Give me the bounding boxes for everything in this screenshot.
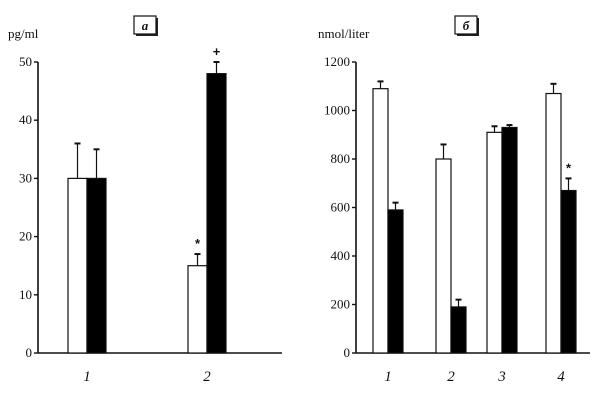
- y-tick-label: 20: [19, 229, 32, 244]
- bar-3-black: [501, 126, 518, 354]
- bar-4-black: [560, 189, 577, 354]
- y-tick-label: 10: [19, 287, 32, 302]
- bar-2-white: [435, 158, 452, 354]
- bar-1-white: [67, 177, 88, 354]
- bar-3-white: [486, 131, 503, 354]
- y-tick-label: 1200: [324, 54, 350, 69]
- significance-mark: *: [195, 236, 201, 251]
- bar-1-black: [86, 177, 107, 354]
- x-tick-label: 1: [384, 369, 392, 385]
- x-tick-label: 2: [447, 369, 455, 385]
- panel-label-box: [454, 15, 478, 35]
- y-tick-label: 0: [344, 345, 351, 360]
- y-tick-label: 800: [331, 151, 351, 166]
- y-tick-label: 200: [331, 297, 351, 312]
- y-axis-label: pg/ml: [8, 26, 39, 41]
- y-axis-label: nmol/liter: [318, 26, 370, 41]
- y-tick-label: 0: [26, 345, 33, 360]
- x-tick-label: 2: [203, 369, 211, 385]
- x-tick-label: 1: [83, 369, 91, 385]
- x-tick-label: 3: [497, 369, 506, 385]
- bar-1-white: [372, 88, 389, 354]
- x-tick-label: 4: [557, 369, 565, 385]
- significance-mark: +: [213, 44, 221, 59]
- y-tick-label: 600: [331, 200, 351, 215]
- panel-label: a: [142, 18, 149, 33]
- y-tick-label: 40: [19, 112, 32, 127]
- bar-1-black: [387, 209, 404, 354]
- chart-panel-a: 0 10 20 30 40 50 pg/ml a 1 2 * +: [8, 15, 282, 385]
- panel-label: б: [463, 18, 470, 33]
- significance-mark: *: [566, 160, 572, 175]
- bar-4-white: [545, 92, 562, 354]
- y-tick-label: 50: [19, 54, 32, 69]
- chart-panel-б: 0 200 400 600 800 1000 1200 nmol/liter б 1 2 3 4 *: [318, 15, 590, 385]
- panel-label-box: [133, 15, 157, 35]
- y-tick-label: 400: [331, 248, 351, 263]
- bar-2-black: [450, 306, 467, 354]
- bar-2-black: [206, 73, 227, 354]
- y-tick-label: 30: [19, 170, 32, 185]
- y-tick-label: 1000: [324, 103, 350, 118]
- bar-2-white: [187, 265, 208, 354]
